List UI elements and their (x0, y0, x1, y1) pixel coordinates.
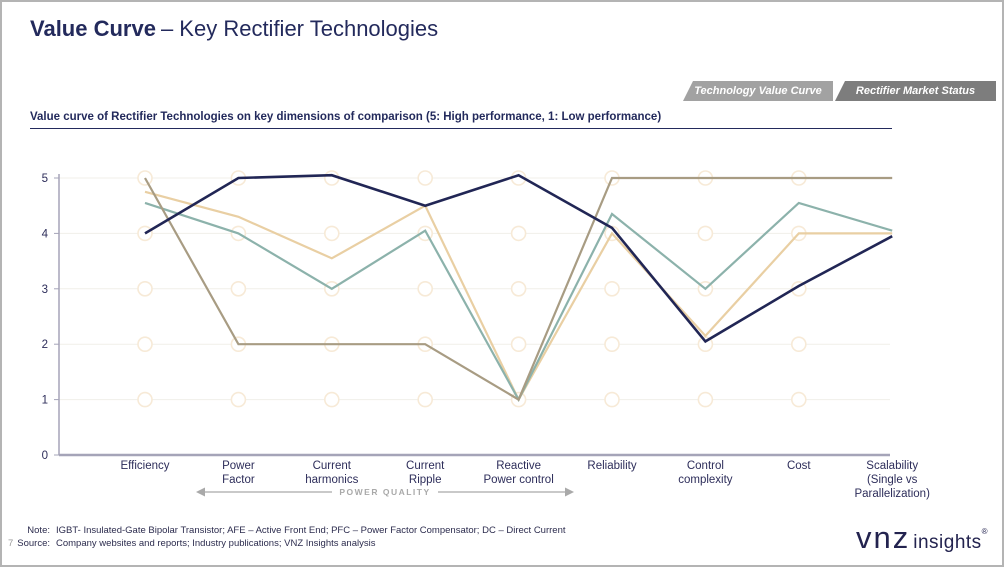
marker-circle (697, 391, 714, 408)
marker-circle (230, 280, 247, 297)
series-navy (144, 173, 893, 344)
marker-circle (604, 391, 620, 408)
category-label: Cost (787, 460, 811, 472)
tab-technology-value-curve[interactable]: Technology Value Curve (683, 81, 833, 101)
power-quality-label: POWER QUALITY (339, 487, 430, 497)
y-tick-label: 2 (42, 339, 48, 351)
category-label: Current Ripple (406, 460, 445, 486)
marker-circle (604, 280, 620, 297)
category-label: Power Factor (222, 460, 255, 486)
vnz-insights-logo: vnz insights® (856, 520, 988, 556)
category-label: Scalability (Single vs Parallelization) (854, 460, 930, 500)
y-tick-label: 0 (42, 450, 48, 462)
page-title-rest: – Key Rectifier Technologies (160, 16, 439, 41)
category-label: Current harmonics (305, 460, 358, 486)
category-label: Reliability (587, 460, 636, 472)
page-number: 7 (8, 538, 14, 549)
page-title: Value Curve – Key Rectifier Technologies (30, 16, 438, 42)
marker-circle (137, 280, 153, 297)
marker-circle (790, 391, 807, 408)
tab-technology-value-curve-label: Technology Value Curve (694, 85, 822, 97)
marker-circle (790, 336, 807, 353)
y-tick-label: 3 (42, 284, 48, 296)
tab-rectifier-market-status[interactable]: Rectifier Market Status (835, 81, 996, 101)
page-title-bold: Value Curve (30, 16, 156, 41)
marker-circle (697, 225, 714, 242)
marker-circle (137, 336, 153, 353)
category-label: Reactive Power control (483, 460, 553, 486)
marker-circle (604, 336, 620, 353)
marker-circle (510, 225, 527, 242)
logo-brand: vnz (856, 520, 911, 555)
marker-circle (417, 280, 434, 297)
note-text: IGBT- Insulated-Gate Bipolar Transistor;… (56, 525, 566, 536)
category-label: Control complexity (678, 460, 733, 486)
arrow-right-head-icon (565, 487, 574, 497)
tab-rectifier-market-status-label: Rectifier Market Status (855, 85, 976, 97)
source-text: Company websites and reports; Industry p… (56, 538, 376, 549)
marker-circle (323, 225, 340, 242)
marker-circle (323, 391, 340, 408)
logo-registered-mark: ® (981, 527, 988, 536)
arrow-left-head-icon (196, 487, 205, 497)
series-khaki (144, 176, 893, 402)
marker-circle (510, 336, 527, 353)
y-tick-label: 1 (42, 395, 48, 407)
marker-circle (510, 280, 527, 297)
category-label: Efficiency (120, 460, 169, 472)
y-tick-label: 4 (42, 228, 49, 240)
marker-circle (417, 170, 434, 186)
marker-circle (137, 391, 153, 408)
source-label: Source: (17, 538, 50, 549)
y-tick-label: 5 (42, 173, 48, 185)
note-label: Note: (27, 525, 50, 536)
chart-subtitle: Value curve of Rectifier Technologies on… (30, 111, 892, 129)
marker-circle (417, 391, 434, 408)
logo-suffix: insights (913, 532, 982, 553)
marker-circle (230, 391, 247, 408)
